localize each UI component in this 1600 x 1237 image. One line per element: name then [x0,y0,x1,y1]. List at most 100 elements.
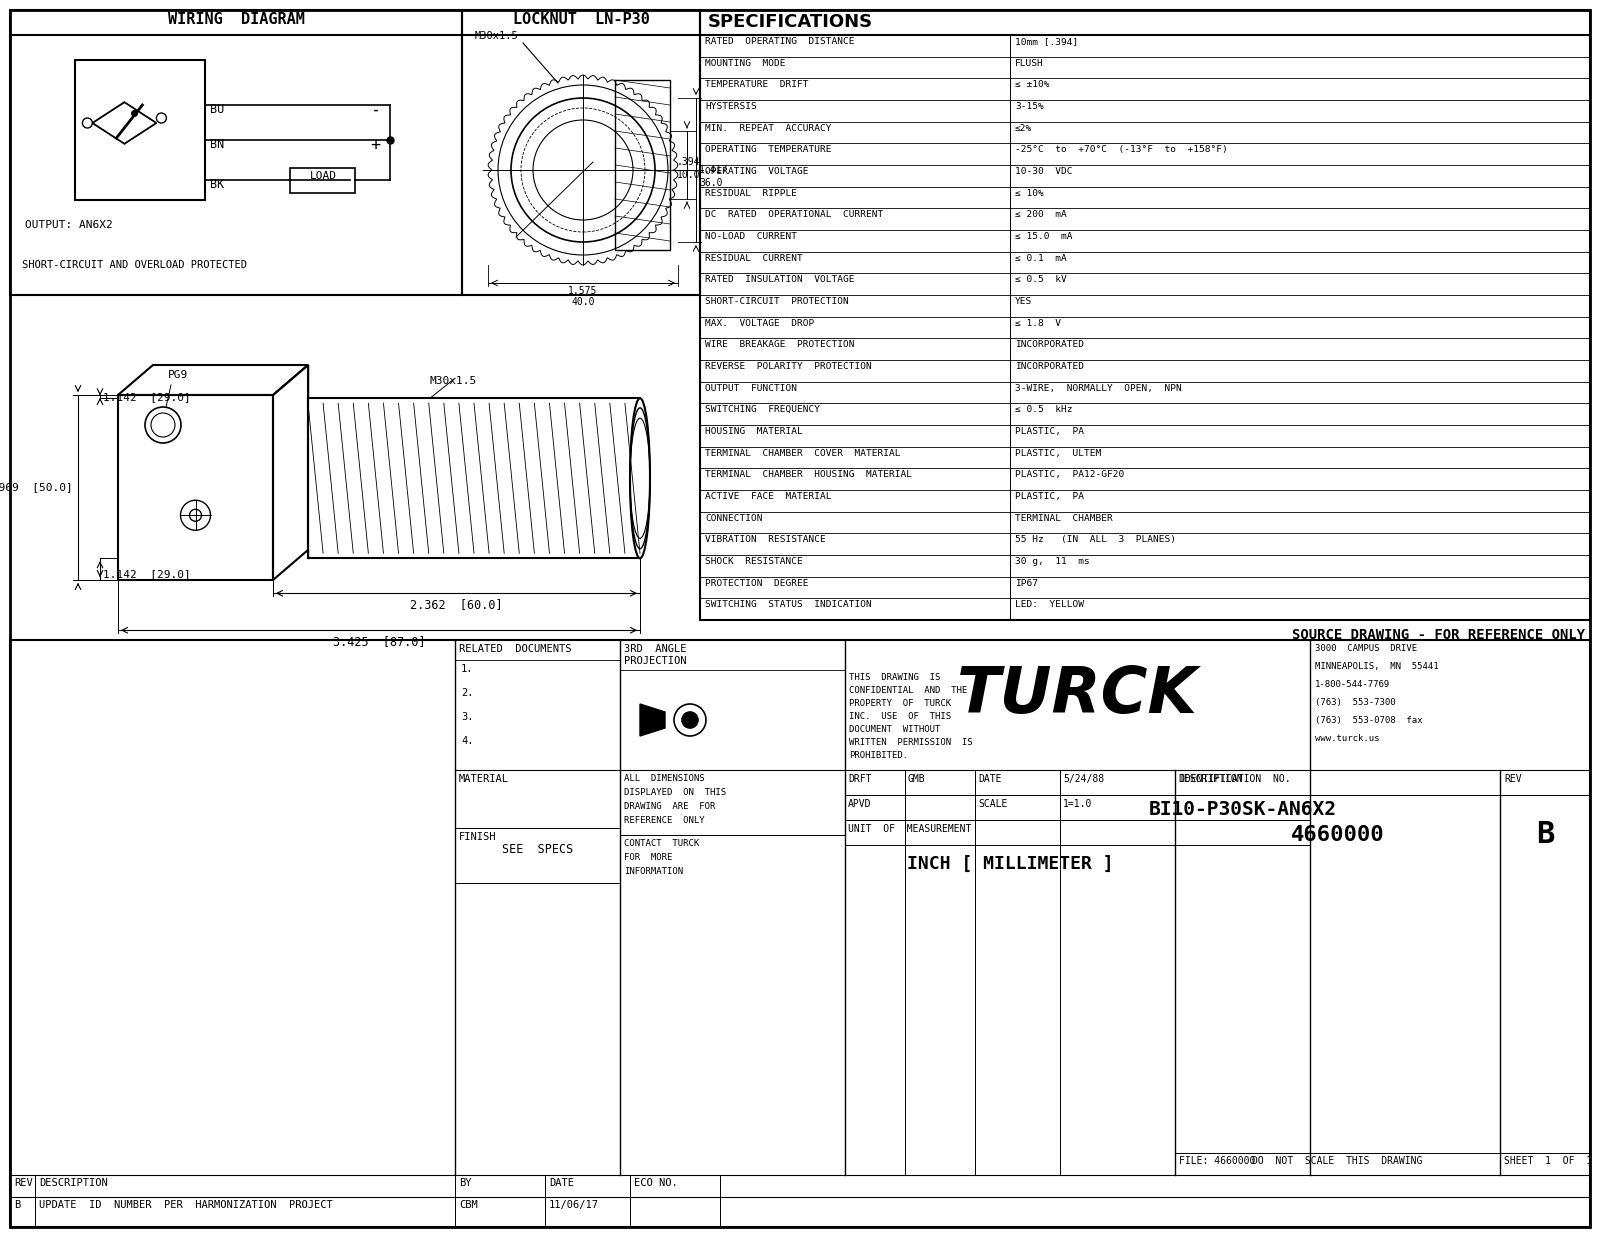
Text: MINNEAPOLIS,  MN  55441: MINNEAPOLIS, MN 55441 [1315,662,1438,670]
Text: MAX.  VOLTAGE  DROP: MAX. VOLTAGE DROP [706,319,814,328]
Text: UPDATE  ID  NUMBER  PER  HARMONIZATION  PROJECT: UPDATE ID NUMBER PER HARMONIZATION PROJE… [38,1200,333,1210]
Text: PROTECTION  DEGREE: PROTECTION DEGREE [706,579,808,588]
Text: APVD: APVD [848,799,872,809]
Text: TERMINAL  CHAMBER: TERMINAL CHAMBER [1014,513,1112,523]
Text: MOUNTING  MODE: MOUNTING MODE [706,58,786,68]
Text: NO-LOAD  CURRENT: NO-LOAD CURRENT [706,233,797,241]
Text: ≤ 10%: ≤ 10% [1014,189,1043,198]
Text: +: + [370,136,381,153]
Text: DISPLAYED  ON  THIS: DISPLAYED ON THIS [624,788,726,797]
Text: LED:  YELLOW: LED: YELLOW [1014,600,1085,610]
Text: PLASTIC,  PA12-GF20: PLASTIC, PA12-GF20 [1014,470,1125,479]
Bar [614,80,670,250]
Text: OPERATING  VOLTAGE: OPERATING VOLTAGE [706,167,808,176]
Text: WIRING  DIAGRAM: WIRING DIAGRAM [168,12,304,27]
Text: 10mm [.394]: 10mm [.394] [1014,37,1078,46]
Text: FLUSH: FLUSH [1014,58,1043,68]
Text: RELATED  DOCUMENTS: RELATED DOCUMENTS [459,644,571,654]
Text: FOR  MORE: FOR MORE [624,854,672,862]
Text: OPERATING  TEMPERATURE: OPERATING TEMPERATURE [706,145,832,155]
Text: 1.575: 1.575 [568,286,598,296]
Text: FILE: 4660000: FILE: 4660000 [1179,1157,1256,1166]
Text: PROJECTION: PROJECTION [624,656,686,666]
Bar [75,61,205,200]
Text: SWITCHING  FREQUENCY: SWITCHING FREQUENCY [706,406,819,414]
Text: SOURCE DRAWING - FOR REFERENCE ONLY: SOURCE DRAWING - FOR REFERENCE ONLY [1291,628,1586,642]
Text: CONFIDENTIAL  AND  THE: CONFIDENTIAL AND THE [850,687,968,695]
Text: WIRE  BREAKAGE  PROTECTION: WIRE BREAKAGE PROTECTION [706,340,854,349]
Text: ≤ 1.8  V: ≤ 1.8 V [1014,319,1061,328]
Text: SWITCHING  STATUS  INDICATION: SWITCHING STATUS INDICATION [706,600,872,610]
Text: TERMINAL  CHAMBER  HOUSING  MATERIAL: TERMINAL CHAMBER HOUSING MATERIAL [706,470,912,479]
Text: INCORPORATED: INCORPORATED [1014,362,1085,371]
Bar [462,10,701,294]
Text: DATE: DATE [549,1178,574,1188]
Bar [10,10,462,294]
Text: INC.  USE  OF  THIS: INC. USE OF THIS [850,713,950,721]
Text: DOCUMENT  WITHOUT: DOCUMENT WITHOUT [850,725,941,734]
Text: CBM: CBM [459,1200,478,1210]
Bar [10,640,1590,1227]
Text: (763)  553-7300: (763) 553-7300 [1315,698,1395,708]
Text: M30x1.5: M30x1.5 [474,31,518,41]
Text: REVERSE  POLARITY  PROTECTION: REVERSE POLARITY PROTECTION [706,362,872,371]
Text: WRITTEN  PERMISSION  IS: WRITTEN PERMISSION IS [850,738,973,747]
Text: RATED  INSULATION  VOLTAGE: RATED INSULATION VOLTAGE [706,276,854,285]
Text: 2.362  [60.0]: 2.362 [60.0] [410,599,502,611]
Text: PLASTIC,  PA: PLASTIC, PA [1014,492,1085,501]
Text: DESCRIPTION: DESCRIPTION [1178,774,1243,784]
Text: HOUSING  MATERIAL: HOUSING MATERIAL [706,427,803,435]
Text: SHEET  1  OF  1: SHEET 1 OF 1 [1504,1157,1592,1166]
Text: 3000  CAMPUS  DRIVE: 3000 CAMPUS DRIVE [1315,644,1418,653]
Text: ≤ 0.5  kV: ≤ 0.5 kV [1014,276,1067,285]
Text: 40.0: 40.0 [571,297,595,307]
Polygon shape [640,704,666,736]
Text: -25°C  to  +70°C  (-13°F  to  +158°F): -25°C to +70°C (-13°F to +158°F) [1014,145,1227,155]
Text: 3.: 3. [461,713,474,722]
Text: IDENTIFICATION  NO.: IDENTIFICATION NO. [1179,774,1291,784]
Text: SEE  SPECS: SEE SPECS [502,842,573,856]
Text: ACTIVE  FACE  MATERIAL: ACTIVE FACE MATERIAL [706,492,832,501]
Text: ≤ ±10%: ≤ ±10% [1014,80,1050,89]
Text: RATED  OPERATING  DISTANCE: RATED OPERATING DISTANCE [706,37,854,46]
Text: GMB: GMB [909,774,926,784]
Text: SCALE: SCALE [978,799,1008,809]
Text: SHOCK  RESISTANCE: SHOCK RESISTANCE [706,557,803,567]
Text: 1.417: 1.417 [699,165,728,174]
Text: .394: .394 [677,157,701,167]
Text: DO  NOT  SCALE  THIS  DRAWING: DO NOT SCALE THIS DRAWING [1253,1157,1422,1166]
Text: SHORT-CIRCUIT  PROTECTION: SHORT-CIRCUIT PROTECTION [706,297,848,306]
Text: CONTACT  TURCK: CONTACT TURCK [624,839,699,849]
Text: OUTPUT  FUNCTION: OUTPUT FUNCTION [706,383,797,392]
Text: SPECIFICATIONS: SPECIFICATIONS [707,14,874,31]
Text: LOCKNUT  LN-P30: LOCKNUT LN-P30 [512,12,650,27]
Text: DESCRIPTION: DESCRIPTION [38,1178,107,1188]
Text: B: B [1536,820,1554,849]
Text: FINISH: FINISH [459,833,496,842]
Text: 1.142  [29.0]: 1.142 [29.0] [102,392,190,402]
Text: M30x1.5: M30x1.5 [430,376,477,386]
Text: TEMPERATURE  DRIFT: TEMPERATURE DRIFT [706,80,808,89]
Text: PG9: PG9 [168,370,189,380]
Text: MIN.  REPEAT  ACCURACY: MIN. REPEAT ACCURACY [706,124,832,132]
Text: MATERIAL: MATERIAL [459,774,509,784]
Text: OUTPUT: AN6X2: OUTPUT: AN6X2 [26,220,112,230]
Text: REV: REV [1504,774,1522,784]
Text: 10-30  VDC: 10-30 VDC [1014,167,1072,176]
Bar [290,168,355,193]
Text: CONNECTION: CONNECTION [706,513,763,523]
Text: B: B [14,1200,21,1210]
Text: INCORPORATED: INCORPORATED [1014,340,1085,349]
Text: RESIDUAL  CURRENT: RESIDUAL CURRENT [706,254,803,262]
Text: BN: BN [210,139,224,151]
Text: ≤ 15.0  mA: ≤ 15.0 mA [1014,233,1072,241]
Text: PROPERTY  OF  TURCK: PROPERTY OF TURCK [850,699,950,708]
Text: BK: BK [210,178,224,190]
Text: ≤ 200  mA: ≤ 200 mA [1014,210,1067,219]
Text: 55 Hz   (IN  ALL  3  PLANES): 55 Hz (IN ALL 3 PLANES) [1014,536,1176,544]
Text: 4.: 4. [461,736,474,746]
Text: 3RD  ANGLE: 3RD ANGLE [624,644,686,654]
Text: DATE: DATE [978,774,1002,784]
Text: UNIT  OF  MEASUREMENT: UNIT OF MEASUREMENT [848,824,971,834]
Text: 1.142  [29.0]: 1.142 [29.0] [102,569,190,579]
